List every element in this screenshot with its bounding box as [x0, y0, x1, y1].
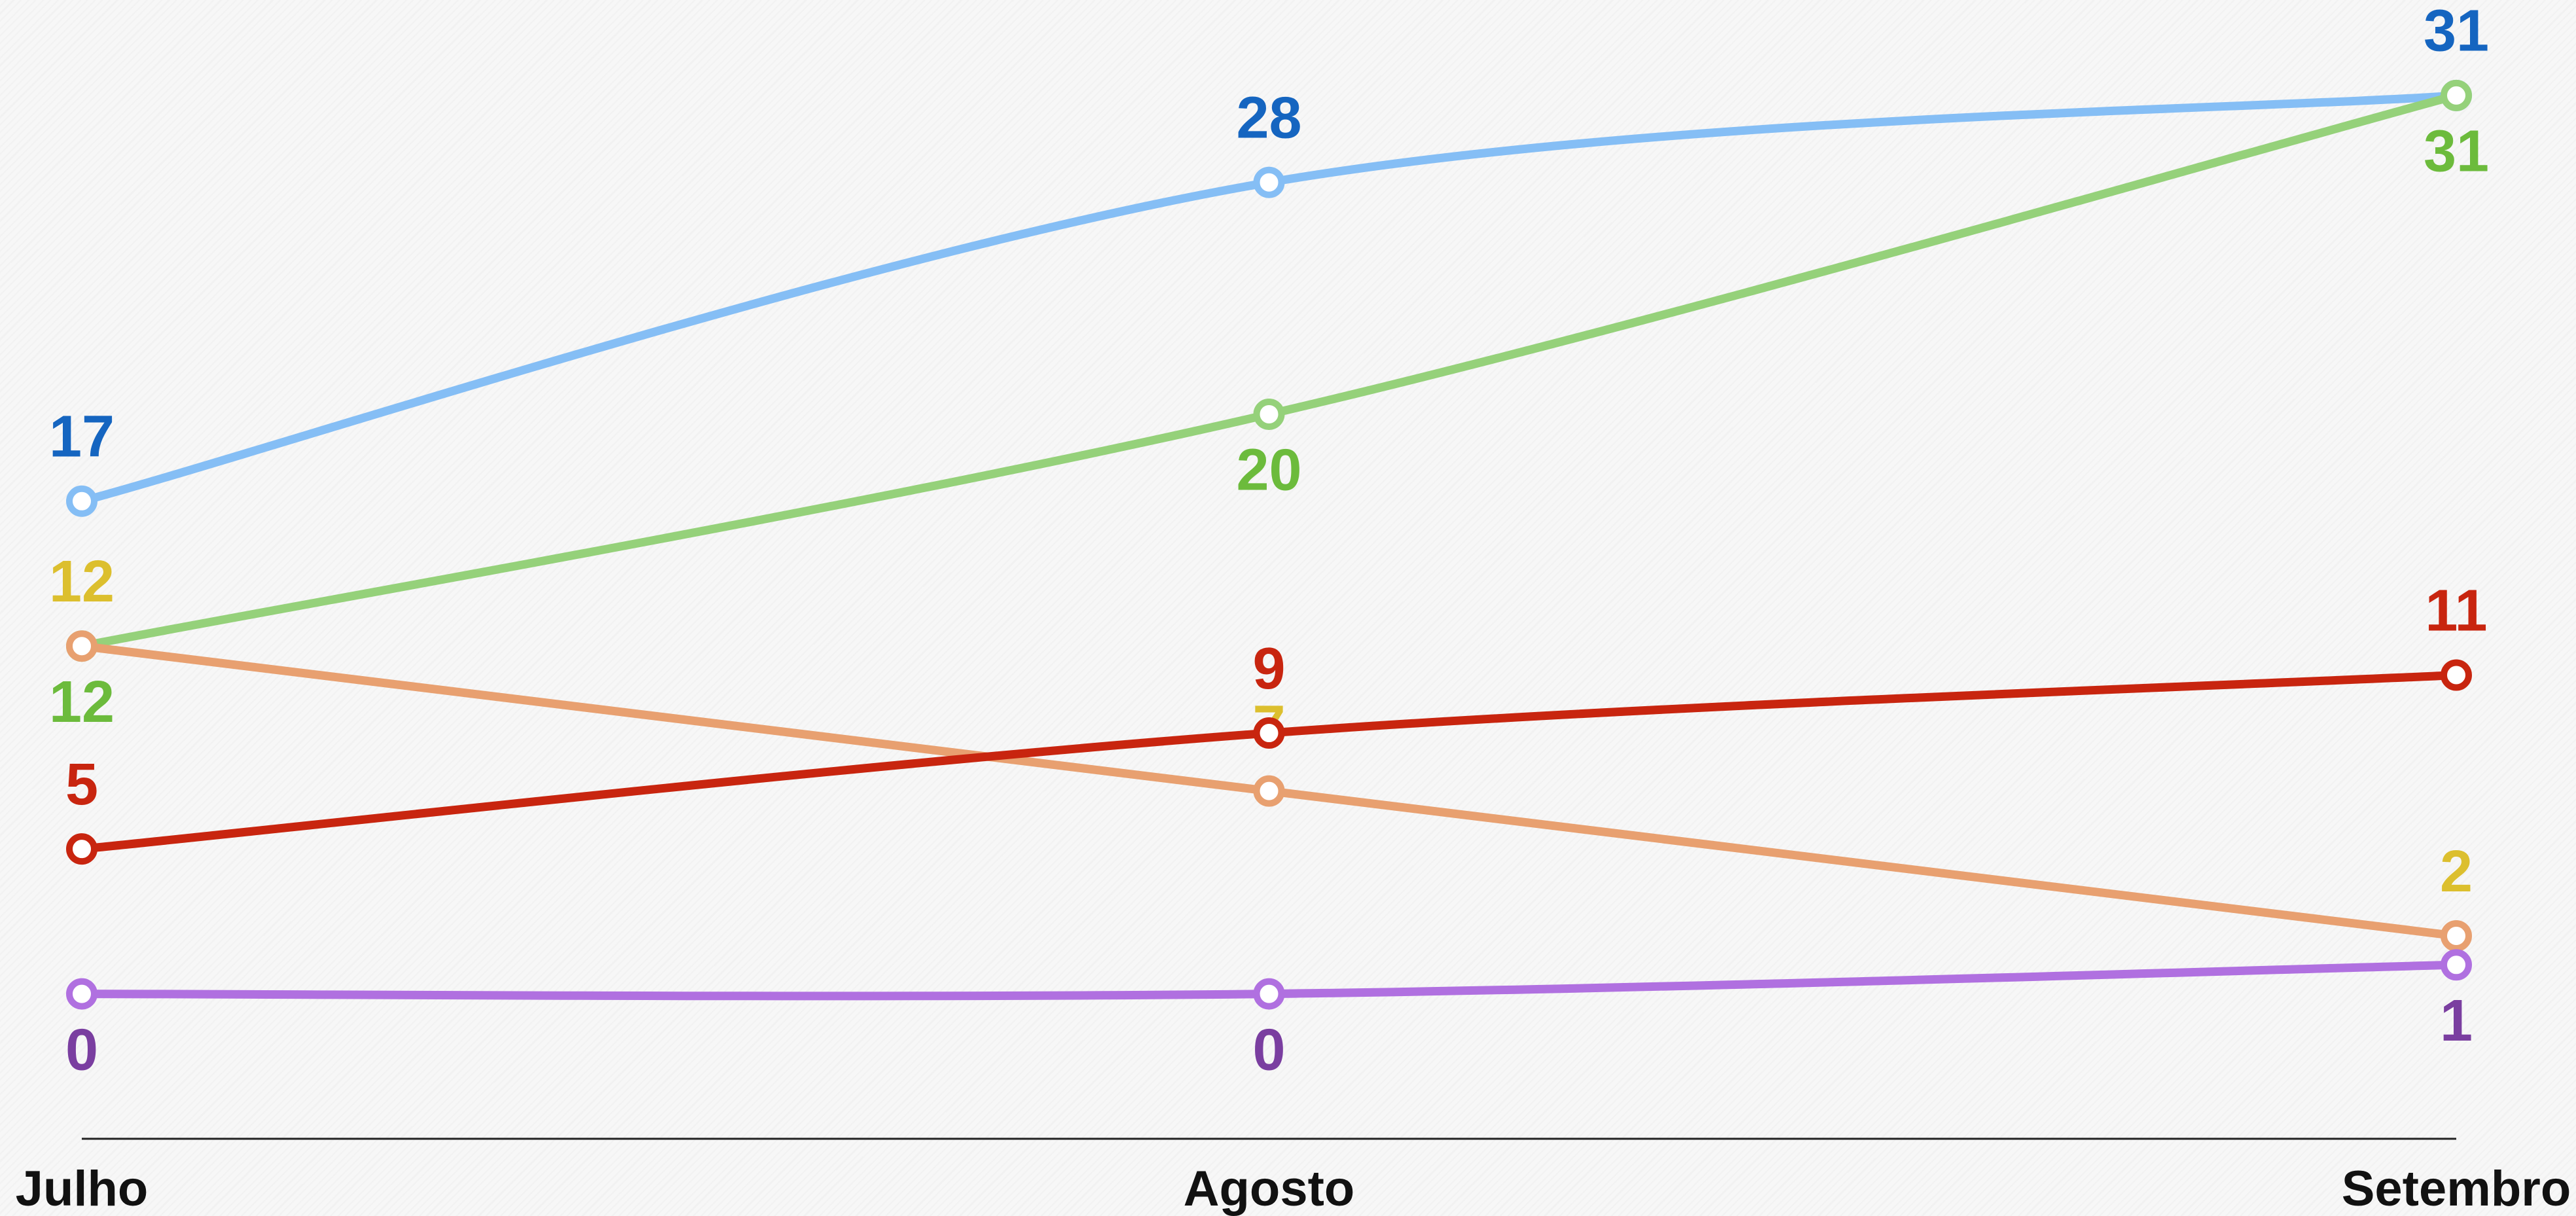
data-label: 5	[65, 752, 98, 817]
point	[2441, 920, 2472, 952]
data-label: 17	[49, 404, 115, 470]
x-tick-label: Setembro	[2342, 1161, 2571, 1216]
data-label: 1	[2440, 988, 2473, 1054]
point	[2441, 949, 2472, 981]
data-label: 11	[2425, 578, 2487, 643]
data-label: 28	[1236, 85, 1301, 151]
point	[66, 833, 97, 865]
point	[2441, 659, 2472, 691]
point	[1253, 978, 1285, 1010]
data-label: 2	[2440, 839, 2473, 904]
data-label: 0	[65, 1017, 98, 1082]
point	[66, 630, 97, 662]
data-label: 0	[1252, 1017, 1285, 1082]
data-label: 31	[2424, 0, 2489, 64]
point	[1253, 166, 1285, 198]
data-label: 12	[49, 670, 115, 735]
data-label: 31	[2424, 119, 2489, 185]
point	[1253, 717, 1285, 749]
data-label: 12	[49, 549, 115, 615]
x-tick-label: Julho	[16, 1161, 149, 1216]
point	[66, 978, 97, 1010]
data-label: 9	[1252, 636, 1285, 702]
point	[1253, 775, 1285, 807]
point	[66, 485, 97, 517]
point	[2441, 79, 2472, 111]
data-label: 20	[1236, 438, 1301, 503]
point	[1253, 398, 1285, 430]
x-tick-label: Agosto	[1184, 1161, 1355, 1216]
